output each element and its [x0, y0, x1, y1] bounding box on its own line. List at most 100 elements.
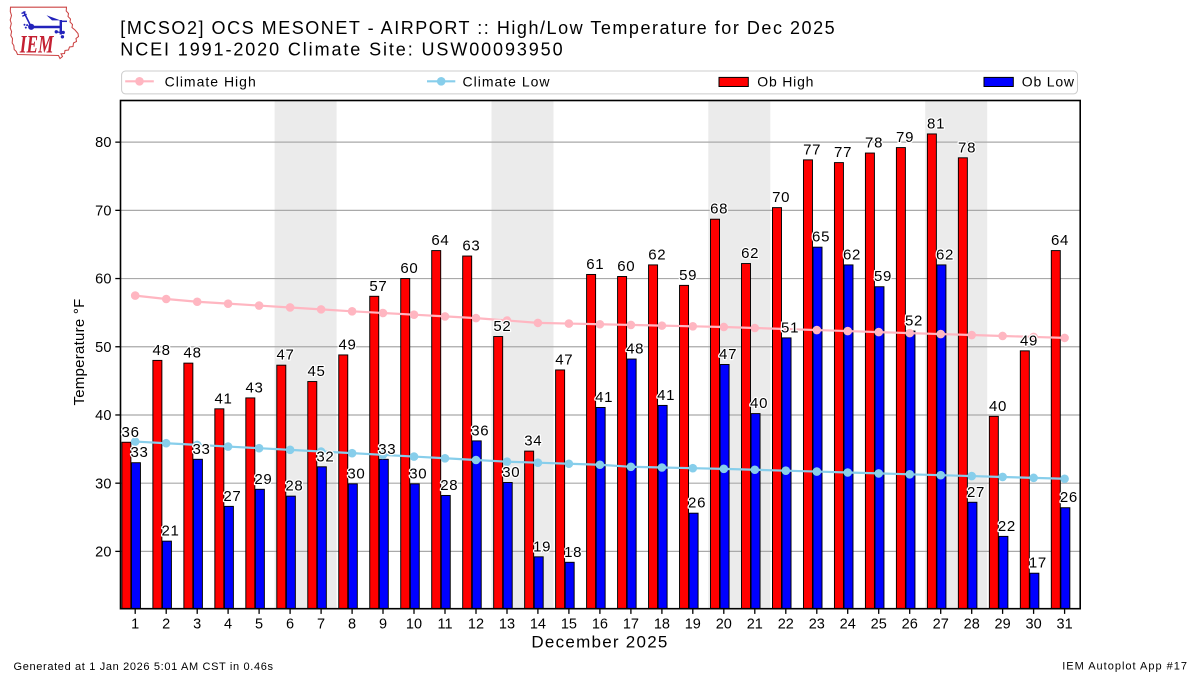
svg-text:29: 29: [995, 617, 1011, 633]
svg-text:IEM: IEM: [19, 30, 54, 58]
svg-text:64: 64: [1051, 232, 1069, 249]
svg-text:31: 31: [1057, 617, 1073, 633]
svg-text:26: 26: [688, 495, 706, 512]
svg-text:17: 17: [623, 617, 639, 633]
svg-text:27: 27: [967, 484, 985, 501]
svg-text:41: 41: [657, 387, 675, 404]
svg-text:13: 13: [499, 617, 515, 633]
svg-text:62: 62: [843, 246, 861, 263]
svg-text:5: 5: [255, 617, 263, 633]
svg-text:18: 18: [654, 617, 670, 633]
svg-text:22: 22: [778, 617, 794, 633]
svg-text:17: 17: [1029, 555, 1047, 572]
svg-text:47: 47: [276, 347, 294, 364]
svg-text:48: 48: [184, 345, 202, 362]
svg-text:14: 14: [530, 617, 546, 633]
svg-text:28: 28: [440, 477, 458, 494]
svg-text:24: 24: [840, 617, 856, 633]
svg-text:25: 25: [871, 617, 887, 633]
svg-text:IEM Autoplot App #17: IEM Autoplot App #17: [1062, 661, 1188, 673]
svg-text:1: 1: [131, 617, 139, 633]
svg-text:Ob High: Ob High: [757, 73, 814, 89]
svg-text:2: 2: [162, 617, 170, 633]
svg-text:70: 70: [95, 203, 112, 219]
svg-text:9: 9: [379, 617, 387, 633]
svg-text:33: 33: [130, 444, 148, 461]
svg-text:70: 70: [772, 189, 790, 206]
svg-text:33: 33: [192, 441, 210, 458]
svg-text:12: 12: [468, 617, 484, 633]
svg-text:61: 61: [586, 256, 604, 273]
svg-text:63: 63: [462, 238, 480, 255]
svg-text:30: 30: [502, 464, 520, 481]
svg-text:51: 51: [781, 319, 799, 336]
svg-text:62: 62: [936, 246, 954, 263]
svg-text:45: 45: [307, 363, 325, 380]
svg-text:18: 18: [564, 544, 582, 561]
svg-text:48: 48: [153, 342, 171, 359]
svg-text:59: 59: [874, 268, 892, 285]
svg-text:27: 27: [933, 617, 949, 633]
svg-text:21: 21: [161, 523, 179, 540]
svg-text:33: 33: [378, 441, 396, 458]
svg-text:16: 16: [592, 617, 608, 633]
svg-text:NCEI 1991-2020 Climate Site: U: NCEI 1991-2020 Climate Site: USW00093950: [120, 39, 564, 59]
svg-text:48: 48: [626, 341, 644, 358]
svg-text:29: 29: [254, 471, 272, 488]
svg-text:77: 77: [803, 141, 821, 158]
svg-text:52: 52: [905, 313, 923, 330]
svg-text:19: 19: [685, 617, 701, 633]
svg-text:Climate Low: Climate Low: [463, 73, 551, 89]
svg-text:15: 15: [561, 617, 577, 633]
svg-text:22: 22: [998, 518, 1016, 535]
svg-text:7: 7: [317, 617, 325, 633]
svg-text:28: 28: [964, 617, 980, 633]
svg-text:78: 78: [865, 135, 883, 152]
svg-text:40: 40: [95, 408, 112, 424]
svg-text:50: 50: [95, 340, 112, 356]
svg-text:62: 62: [741, 245, 759, 262]
svg-text:34: 34: [524, 433, 542, 450]
svg-text:3: 3: [193, 617, 201, 633]
svg-text:Ob Low: Ob Low: [1022, 73, 1075, 89]
svg-text:64: 64: [431, 232, 449, 249]
svg-text:4: 4: [224, 617, 232, 633]
svg-text:49: 49: [338, 336, 356, 353]
svg-text:57: 57: [369, 278, 387, 295]
svg-text:Temperature °F: Temperature °F: [71, 298, 88, 405]
svg-text:40: 40: [750, 395, 768, 412]
svg-text:81: 81: [927, 115, 945, 132]
svg-text:60: 60: [400, 260, 418, 277]
svg-text:41: 41: [214, 390, 232, 407]
svg-text:36: 36: [471, 422, 489, 439]
svg-text:[MCSO2] OCS MESONET - AIRPORT: [MCSO2] OCS MESONET - AIRPORT :: High/Lo…: [120, 18, 836, 38]
svg-text:77: 77: [834, 144, 852, 161]
svg-text:32: 32: [316, 448, 334, 465]
svg-text:62: 62: [648, 246, 666, 263]
svg-text:78: 78: [958, 139, 976, 156]
svg-text:23: 23: [809, 617, 825, 633]
svg-text:11: 11: [437, 617, 452, 633]
svg-text:79: 79: [896, 129, 914, 146]
svg-text:40: 40: [989, 398, 1007, 415]
svg-text:26: 26: [1060, 489, 1078, 506]
svg-text:36: 36: [122, 424, 140, 441]
svg-text:Climate High: Climate High: [165, 73, 257, 89]
svg-text:30: 30: [347, 465, 365, 482]
svg-text:December 2025: December 2025: [531, 633, 668, 652]
svg-text:68: 68: [710, 201, 728, 218]
svg-text:21: 21: [747, 617, 763, 633]
svg-text:52: 52: [493, 318, 511, 335]
svg-text:28: 28: [285, 478, 303, 495]
svg-text:26: 26: [902, 617, 918, 633]
svg-text:30: 30: [95, 476, 112, 492]
svg-text:47: 47: [719, 346, 737, 363]
svg-text:49: 49: [1020, 332, 1038, 349]
svg-text:60: 60: [617, 258, 635, 275]
svg-text:19: 19: [533, 538, 551, 555]
svg-text:59: 59: [679, 267, 697, 284]
svg-text:43: 43: [245, 379, 263, 396]
svg-text:41: 41: [595, 389, 613, 406]
svg-text:47: 47: [555, 351, 573, 368]
svg-text:80: 80: [95, 135, 112, 151]
